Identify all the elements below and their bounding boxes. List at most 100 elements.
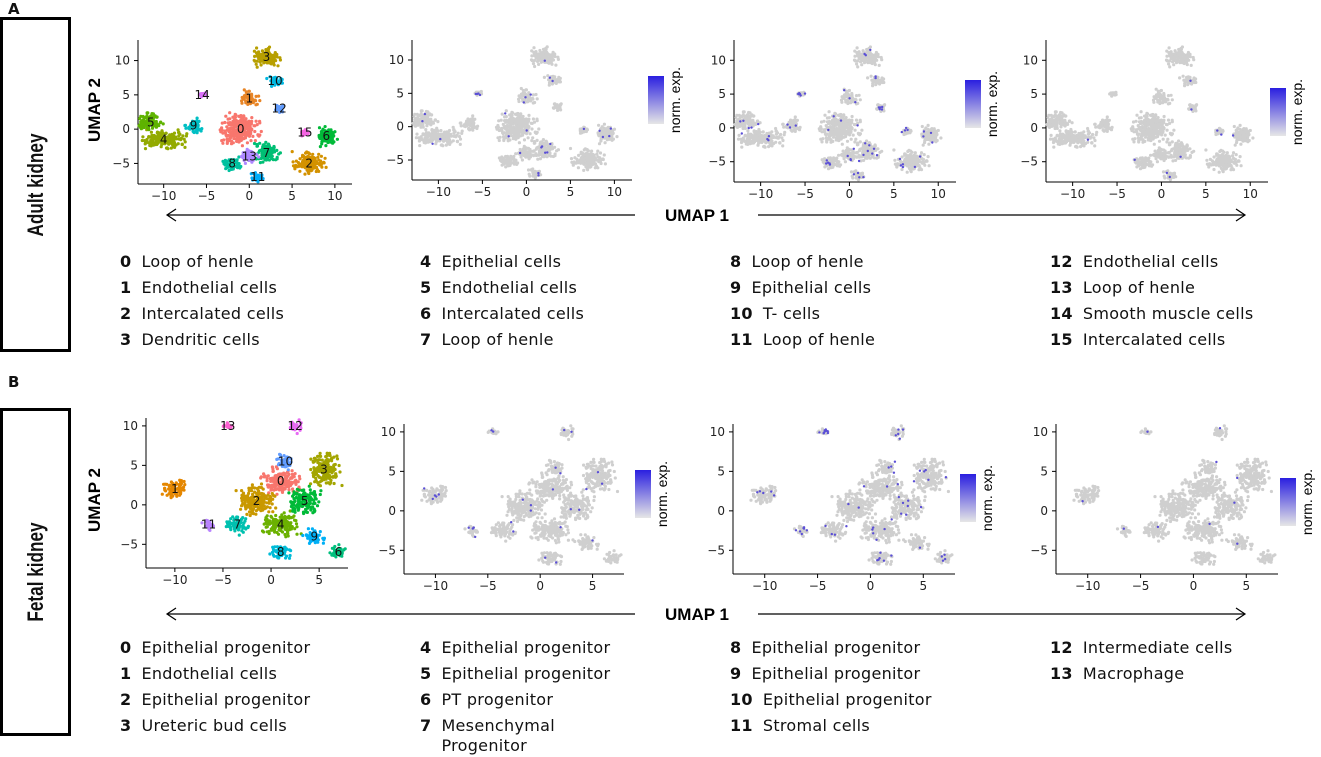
point-cluster-4 bbox=[439, 143, 443, 147]
point-cluster-0 bbox=[854, 137, 858, 141]
point-cluster-4 bbox=[168, 135, 172, 139]
point-cluster-0 bbox=[527, 113, 531, 117]
point-cluster-0 bbox=[1139, 110, 1143, 114]
point-cluster-1 bbox=[854, 94, 859, 98]
point-cluster-2 bbox=[1205, 162, 1209, 166]
point-cluster-2 bbox=[917, 164, 921, 168]
point-cluster-0 bbox=[858, 120, 862, 124]
point-cluster-0 bbox=[1165, 123, 1169, 127]
point-expressed bbox=[852, 173, 856, 176]
point-cluster-8 bbox=[503, 159, 507, 163]
point-cluster-4 bbox=[179, 136, 183, 140]
point-cluster-2 bbox=[906, 149, 910, 154]
point-cluster-8 bbox=[236, 164, 240, 168]
point-cluster-4 bbox=[167, 142, 171, 146]
point-cluster-4 bbox=[177, 134, 181, 138]
point-cluster-2 bbox=[1214, 163, 1218, 167]
point-expressed bbox=[852, 147, 855, 150]
point-expressed bbox=[525, 129, 528, 132]
y-tick-label: −5 bbox=[708, 155, 726, 169]
point-expressed bbox=[747, 126, 750, 130]
point-expressed bbox=[839, 119, 843, 122]
point-cluster-3 bbox=[1167, 62, 1171, 66]
x-tick-label: 0 bbox=[523, 185, 531, 199]
point-cluster-0 bbox=[517, 141, 522, 145]
point-cluster-4 bbox=[449, 140, 453, 144]
point-cluster-4 bbox=[1092, 136, 1096, 140]
norm-exp-legend-label: norm. exp. bbox=[984, 71, 1000, 137]
point-expressed bbox=[913, 165, 917, 169]
point-cluster-2 bbox=[1217, 154, 1221, 158]
point-cluster-5 bbox=[752, 114, 756, 118]
point-cluster-8 bbox=[823, 165, 827, 169]
point-cluster-8 bbox=[828, 159, 833, 163]
point-cluster-2 bbox=[905, 154, 909, 158]
cluster-label-15: 15 bbox=[297, 126, 312, 140]
point-cluster-4 bbox=[426, 134, 430, 138]
point-cluster-2 bbox=[1237, 159, 1241, 163]
point-cluster-3 bbox=[546, 58, 550, 62]
point-cluster-9 bbox=[470, 117, 475, 121]
point-cluster-3 bbox=[255, 46, 259, 50]
point-cluster-0 bbox=[508, 138, 512, 142]
norm-exp-colorbar bbox=[648, 76, 664, 124]
point-expressed bbox=[931, 141, 934, 144]
point-cluster-7 bbox=[273, 150, 277, 154]
point-cluster-1 bbox=[240, 95, 244, 100]
point-cluster-0 bbox=[831, 139, 835, 143]
cluster-label-5: 5 bbox=[147, 115, 155, 129]
x-tick-label: −5 bbox=[474, 185, 492, 199]
point-expressed bbox=[900, 130, 903, 134]
point-cluster-7 bbox=[275, 155, 279, 159]
point-cluster-2 bbox=[913, 151, 917, 155]
point-cluster-1 bbox=[1159, 88, 1163, 93]
point-cluster-5 bbox=[139, 122, 143, 126]
point-expressed bbox=[871, 152, 874, 155]
point-expressed bbox=[543, 59, 546, 62]
point-cluster-0 bbox=[1149, 128, 1153, 132]
point-cluster-1 bbox=[517, 94, 521, 98]
point-cluster-4 bbox=[444, 143, 448, 147]
cluster-label-3: 3 bbox=[263, 50, 271, 64]
point-cluster-5 bbox=[429, 122, 433, 126]
point-cluster-0 bbox=[831, 127, 835, 131]
point-cluster-0 bbox=[224, 114, 228, 118]
point-cluster-7 bbox=[255, 144, 259, 148]
x-tick-label: −5 bbox=[198, 189, 216, 203]
point-cluster-2 bbox=[304, 151, 308, 155]
point-cluster-3 bbox=[540, 54, 544, 58]
point-cluster-0 bbox=[1131, 120, 1136, 124]
point-cluster-3 bbox=[852, 58, 857, 62]
point-cluster-7 bbox=[535, 146, 539, 150]
point-cluster-2 bbox=[319, 162, 323, 167]
point-cluster-0 bbox=[522, 124, 526, 128]
point-cluster-2 bbox=[602, 153, 606, 157]
x-tick-label: 5 bbox=[1202, 187, 1210, 201]
point-cluster-0 bbox=[231, 141, 235, 145]
y-tick-label: 5 bbox=[396, 86, 404, 100]
point-cluster-4 bbox=[1090, 141, 1094, 145]
point-cluster-9 bbox=[789, 128, 793, 132]
point-expressed bbox=[504, 112, 507, 115]
point-cluster-13 bbox=[843, 160, 848, 164]
point-cluster-0 bbox=[516, 116, 520, 120]
point-cluster-4 bbox=[418, 144, 422, 148]
point-cluster-0 bbox=[235, 121, 239, 125]
point-cluster-4 bbox=[171, 139, 175, 143]
point-expressed bbox=[903, 129, 907, 132]
point-cluster-2 bbox=[322, 160, 326, 164]
point-cluster-13 bbox=[840, 152, 844, 156]
point-expressed bbox=[899, 164, 903, 167]
point-cluster-9 bbox=[470, 127, 474, 131]
point-expressed bbox=[879, 106, 882, 109]
point-cluster-3 bbox=[257, 56, 261, 60]
point-cluster-0 bbox=[1153, 119, 1158, 123]
point-cluster-7 bbox=[541, 152, 545, 156]
point-cluster-0 bbox=[521, 131, 525, 135]
point-expressed bbox=[875, 154, 879, 157]
cluster-label-0: 0 bbox=[237, 122, 245, 136]
point-cluster-4 bbox=[748, 135, 752, 139]
point-cluster-1 bbox=[244, 101, 248, 105]
norm-exp-colorbar bbox=[965, 80, 981, 128]
point-cluster-7 bbox=[855, 143, 860, 147]
